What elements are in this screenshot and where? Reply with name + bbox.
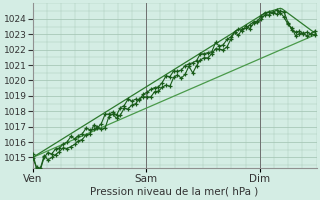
X-axis label: Pression niveau de la mer( hPa ): Pression niveau de la mer( hPa ) — [91, 187, 259, 197]
